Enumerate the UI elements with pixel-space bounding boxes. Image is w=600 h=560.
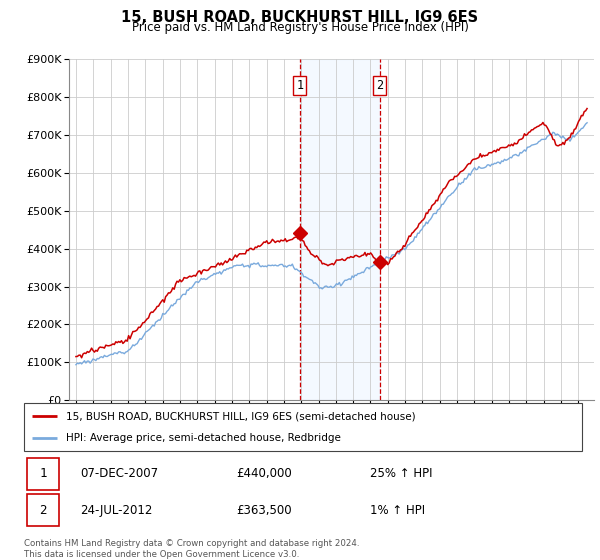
Text: 15, BUSH ROAD, BUCKHURST HILL, IG9 6ES (semi-detached house): 15, BUSH ROAD, BUCKHURST HILL, IG9 6ES (… xyxy=(66,411,415,421)
FancyBboxPatch shape xyxy=(24,403,582,451)
Text: 15, BUSH ROAD, BUCKHURST HILL, IG9 6ES: 15, BUSH ROAD, BUCKHURST HILL, IG9 6ES xyxy=(121,10,479,25)
Text: 25% ↑ HPI: 25% ↑ HPI xyxy=(370,467,433,480)
FancyBboxPatch shape xyxy=(27,458,59,490)
Text: 2: 2 xyxy=(39,503,47,517)
Bar xyxy=(300,59,380,400)
Text: This data is licensed under the Open Government Licence v3.0.: This data is licensed under the Open Gov… xyxy=(24,550,299,559)
Text: £363,500: £363,500 xyxy=(236,503,292,517)
Text: 2: 2 xyxy=(376,79,383,92)
Text: 1: 1 xyxy=(296,79,304,92)
FancyBboxPatch shape xyxy=(27,494,59,526)
Text: Price paid vs. HM Land Registry's House Price Index (HPI): Price paid vs. HM Land Registry's House … xyxy=(131,21,469,34)
Text: £440,000: £440,000 xyxy=(236,467,292,480)
Text: 1% ↑ HPI: 1% ↑ HPI xyxy=(370,503,425,517)
Text: 07-DEC-2007: 07-DEC-2007 xyxy=(80,467,158,480)
Text: Contains HM Land Registry data © Crown copyright and database right 2024.: Contains HM Land Registry data © Crown c… xyxy=(24,539,359,548)
Text: 24-JUL-2012: 24-JUL-2012 xyxy=(80,503,152,517)
Text: 1: 1 xyxy=(39,467,47,480)
Text: HPI: Average price, semi-detached house, Redbridge: HPI: Average price, semi-detached house,… xyxy=(66,433,341,443)
